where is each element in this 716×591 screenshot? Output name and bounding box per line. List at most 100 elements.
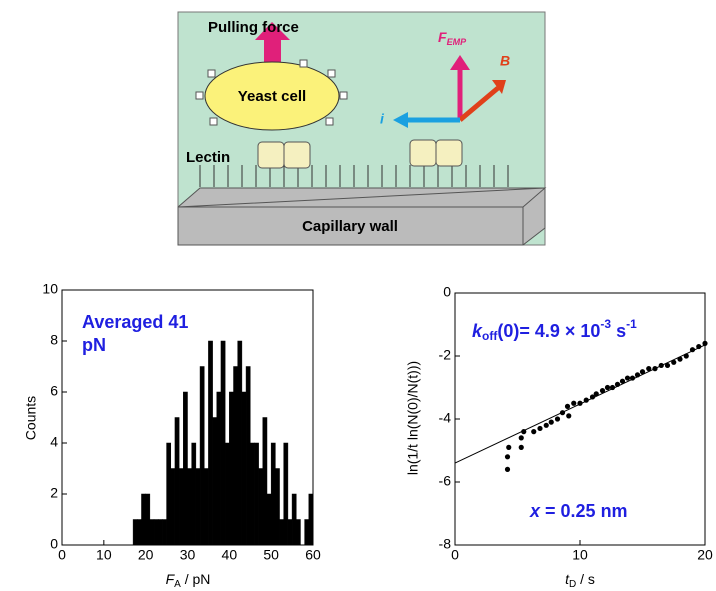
bar [266, 493, 272, 546]
ann-part: = 0.25 nm [540, 501, 628, 521]
point [543, 422, 549, 428]
y-axis-label: Counts [23, 396, 39, 440]
bar [220, 340, 226, 546]
x-tick-label: 0 [58, 547, 66, 563]
point [559, 410, 566, 416]
bar [153, 519, 159, 546]
annotation: koff(0)= 4.9 × 10-3 s-1 [472, 317, 637, 343]
y-tick-label: 0 [50, 536, 58, 552]
bar [229, 391, 234, 546]
y-tick-label: 8 [50, 332, 58, 348]
point [629, 375, 636, 381]
wall-edge [177, 187, 547, 208]
ann-part: k [472, 321, 483, 341]
bar [216, 391, 222, 546]
field-label: B [500, 53, 510, 69]
bar [174, 417, 180, 546]
lectin-shapes [257, 139, 463, 169]
bar [275, 468, 280, 546]
point [599, 388, 606, 394]
bar [279, 519, 284, 546]
bar [203, 468, 209, 546]
point [577, 400, 583, 406]
annotation: pN [82, 335, 106, 355]
annotation: x = 0.25 nm [529, 501, 628, 521]
bar [157, 519, 163, 546]
y-tick-label: -6 [439, 473, 452, 489]
arrowhead [450, 55, 470, 70]
bar [132, 519, 138, 546]
lectin-lines [199, 165, 509, 187]
point [677, 356, 683, 362]
bar [137, 519, 142, 546]
point [604, 384, 611, 391]
bar [191, 442, 197, 546]
bar [166, 442, 172, 546]
point [619, 378, 626, 384]
point [583, 397, 589, 403]
bar [195, 468, 201, 546]
bar [291, 493, 297, 546]
bar [212, 417, 218, 546]
point [554, 416, 561, 422]
point [614, 381, 621, 387]
annotation: Averaged 41 [82, 312, 188, 332]
bar [149, 519, 155, 546]
x-tick-label: 20 [697, 547, 713, 563]
point [639, 369, 646, 375]
bar [270, 442, 276, 546]
ann-part: x [529, 501, 541, 521]
point [658, 362, 664, 369]
x-axis-label: FA / pN [166, 571, 211, 590]
point [571, 400, 577, 406]
ann-part: (0)= 4.9 × 10 [497, 321, 600, 341]
bar [187, 468, 192, 546]
force-label: FEMP [438, 29, 467, 48]
cell-shape [204, 61, 340, 131]
point [624, 375, 631, 381]
point [521, 429, 527, 435]
point [593, 391, 599, 397]
point [518, 444, 524, 450]
bar [170, 468, 176, 546]
x-tick-label: 30 [180, 547, 196, 563]
bar [308, 493, 314, 546]
point [537, 425, 543, 432]
bar [241, 391, 247, 546]
point [652, 366, 658, 372]
x-symbol: F [166, 571, 176, 587]
force-sub: EMP [447, 37, 468, 47]
cell-label: Yeast cell [238, 88, 306, 105]
y-tick-label: -8 [439, 536, 452, 552]
x-tick-label: 0 [451, 547, 459, 563]
x-unit: / pN [181, 571, 211, 587]
x-tick-label: 50 [263, 547, 279, 563]
pull-arrow [255, 22, 290, 70]
y-tick-label: 10 [42, 281, 58, 297]
diagram: Pulling force Yeast cell Lectin Capillar… [177, 11, 547, 246]
x-unit: / s [576, 571, 595, 587]
arrowhead [492, 80, 506, 94]
bar [283, 442, 289, 546]
bar [178, 468, 184, 546]
y-tick-label: 2 [50, 485, 58, 501]
bar [141, 493, 146, 546]
x-tick-label: 10 [96, 547, 112, 563]
ann-part: s [611, 321, 626, 341]
bar [237, 340, 243, 546]
point [566, 413, 572, 419]
point [564, 403, 571, 409]
ann-part: -3 [600, 317, 611, 331]
bar [224, 442, 230, 546]
point [683, 353, 689, 359]
point [646, 366, 652, 372]
x-tick-label: 10 [572, 547, 588, 563]
x-tick-label: 60 [305, 547, 321, 563]
bar [254, 442, 259, 546]
y-tick-label: 0 [443, 284, 451, 300]
point [518, 435, 524, 441]
bar [183, 391, 188, 546]
y-tick-label: 6 [50, 383, 58, 399]
arrowhead [393, 112, 408, 128]
point [504, 466, 511, 472]
